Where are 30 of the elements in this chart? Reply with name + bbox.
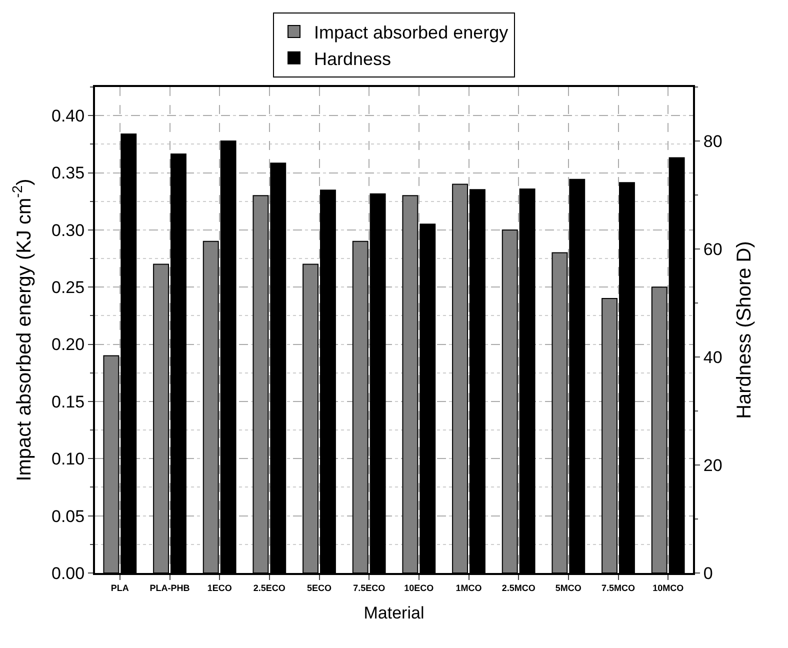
y2-tick-label: 80: [703, 132, 722, 151]
x-tick-label: 5MCO: [555, 582, 582, 593]
y-tick-label: 0.35: [52, 164, 85, 183]
x-tick-label: PLA: [110, 582, 130, 593]
x-tick-label: PLA-PHB: [150, 582, 190, 593]
x-axis-title: Material: [364, 604, 424, 623]
y-tick-label: 0.00: [52, 564, 85, 583]
x-tick-label: 7.5ECO: [353, 582, 386, 593]
y-tick-label: 0.25: [52, 278, 85, 298]
x-tick-label: 2.5MCO: [502, 582, 536, 593]
x-tick-label: 10MCO: [652, 582, 684, 593]
x-tick-label: 1MCO: [456, 582, 482, 593]
y-tick-label: 0.40: [52, 106, 85, 126]
y2-tick-label: 20: [703, 456, 722, 475]
y-tick-label: 0.30: [52, 220, 85, 240]
x-tick-label: 10ECO: [404, 582, 434, 593]
x-tick-label: 7.5MCO: [601, 582, 636, 593]
y-tick-label: 0.10: [52, 450, 85, 469]
y2-tick-label: 0: [703, 564, 713, 583]
x-tick-label: 2.5ECO: [253, 582, 286, 593]
y-tick-label: 0.05: [52, 506, 85, 526]
y-tick-label: 0.15: [52, 392, 85, 412]
x-tick-label: 1ECO: [207, 582, 232, 593]
y-tick-label: 0.20: [52, 335, 85, 354]
x-tick-label: 5ECO: [306, 582, 332, 593]
y2-tick-label: 40: [703, 348, 722, 367]
legend-label: Impact absorbed energy: [314, 22, 508, 42]
y2-axis-title: Hardness (Shore D): [733, 241, 756, 419]
y2-tick-label: 60: [703, 240, 722, 259]
legend-label: Hardness: [314, 48, 392, 69]
